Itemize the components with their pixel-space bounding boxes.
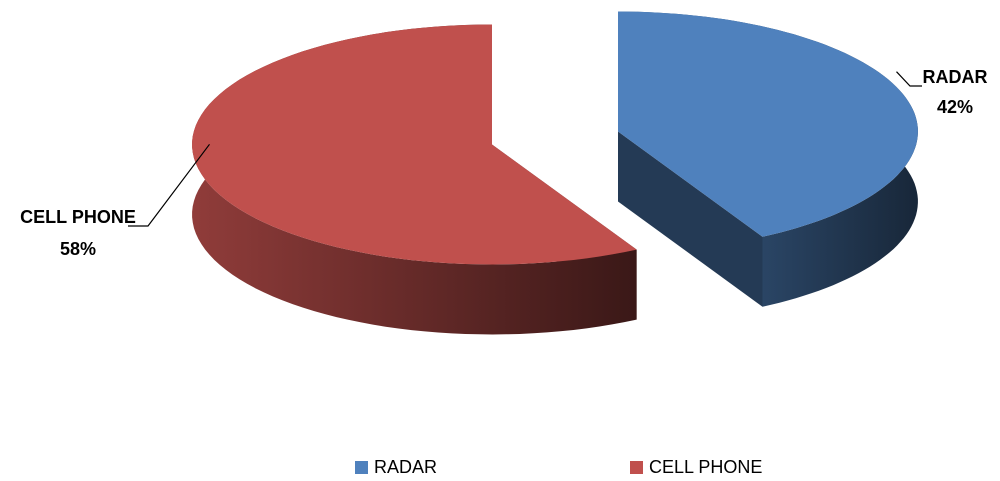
slice-top xyxy=(618,11,918,237)
legend-label: RADAR xyxy=(374,457,437,477)
slice-label: RADAR xyxy=(923,67,988,87)
slice xyxy=(192,24,637,335)
legend-swatch xyxy=(355,461,368,474)
leader-line xyxy=(128,143,210,227)
slice-top xyxy=(192,24,637,265)
legend-label: CELL PHONE xyxy=(649,457,762,477)
slice-value: 58% xyxy=(60,239,96,259)
slice-value: 42% xyxy=(937,97,973,117)
slice-wall xyxy=(618,131,763,307)
leader-line xyxy=(896,71,922,87)
slice-label: CELL PHONE xyxy=(20,207,136,227)
legend-swatch xyxy=(630,461,643,474)
slice xyxy=(618,11,918,307)
